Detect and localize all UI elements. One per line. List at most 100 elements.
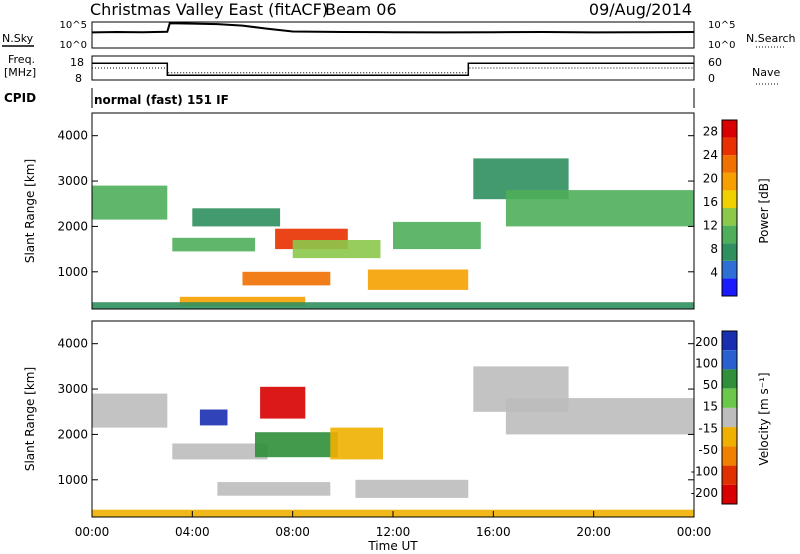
velocity-ytick-label: 2000 (57, 427, 88, 441)
velocity-colorbar-swatch (722, 446, 737, 466)
station-title: Christmas Valley East (fitACF) (90, 0, 328, 19)
velocity-colorbar-swatch (722, 350, 737, 370)
velocity-ylabel: Slant Range [km] (23, 367, 37, 471)
power-echo-region (92, 302, 694, 309)
power-colorbar-label: Power [dB] (757, 178, 771, 243)
power-ylabel: Slant Range [km] (23, 159, 37, 263)
velocity-echo-region (92, 393, 168, 428)
xtick-label: 04:00 (175, 525, 210, 539)
nave-series-line (92, 67, 694, 74)
power-echo-region (172, 237, 256, 252)
x-axis-label: Time UT (367, 539, 418, 553)
power-colorbar-swatch (722, 225, 737, 244)
xtick-label: 20:00 (576, 525, 611, 539)
velocity-ytick-label: 1000 (57, 473, 88, 487)
xtick-label: 08:00 (275, 525, 310, 539)
power-colorbar-swatch (722, 260, 737, 279)
velocity-colorbar-tick: -100 (691, 465, 718, 479)
velocity-colorbar-tick: -15 (698, 421, 718, 435)
freq-panel: Freq. [MHz] 18 8 60 0 Nave (4, 53, 780, 85)
power-colorbar-tick: 4 (710, 266, 718, 280)
nsky-series-line (91, 22, 695, 34)
noise-panel: N.Sky 10^5 10^0 10^5 10^0 N.Search (2, 20, 796, 51)
xtick-label: 16:00 (476, 525, 511, 539)
power-colorbar-frame (721, 119, 738, 297)
velocity-echo-region (330, 427, 383, 460)
power-colorbar-swatch (722, 243, 737, 261)
power-colorbar-swatch (722, 208, 737, 226)
power-colorbar-swatch (722, 120, 737, 138)
velocity-colorbar-tick: 15 (703, 400, 718, 414)
power-colorbar-swatch (722, 278, 737, 296)
velocity-colorbar-swatch (722, 427, 737, 447)
nsearch-label: N.Search (746, 32, 796, 45)
power-colorbar-swatch (722, 190, 737, 208)
velocity-colorbar-tick: 100 (695, 356, 718, 370)
nave-label: Nave (752, 66, 780, 79)
freq-panel-frame (91, 55, 695, 81)
power-ytick-label: 1000 (57, 265, 88, 279)
beam-label: Beam 06 (325, 0, 397, 19)
power-echo-region (292, 240, 381, 259)
velocity-echo-region (172, 443, 268, 460)
xtick-label: 00:00 (677, 525, 712, 539)
velocity-ytick-label: 3000 (57, 382, 88, 396)
velocity-colorbar-swatch (722, 388, 737, 408)
freq-right-tick-bottom: 0 (708, 72, 715, 85)
velocity-colorbar-tick: -50 (698, 443, 718, 457)
freq-left-tick-bottom: 8 (75, 72, 82, 85)
velocity-echo-region (505, 398, 694, 435)
power-echo-region (179, 296, 306, 306)
date-label: 09/Aug/2014 (589, 0, 692, 19)
power-echo-region (393, 221, 481, 250)
velocity-panel: 1000 2000 3000 4000 00:00 04:00 08:00 12:00 16:… (23, 320, 771, 553)
power-colorbar-swatch (722, 155, 737, 173)
noise-left-tick-top: 10^5 (60, 20, 87, 31)
noise-right-tick-top: 10^5 (708, 20, 735, 31)
power-ytick-label: 3000 (57, 174, 88, 188)
power-panel: 1000 2000 3000 4000 Slant Range [km] 4 8 12 16… (23, 112, 771, 310)
velocity-colorbar-tick: -200 (691, 486, 718, 500)
power-echo-region (92, 185, 168, 220)
cpid-label: CPID (4, 91, 36, 105)
freq-label-line2: [MHz] (4, 66, 36, 79)
power-colorbar-swatch (722, 172, 737, 191)
velocity-colorbar-frame (721, 330, 738, 505)
power-colorbar-tick: 12 (703, 219, 718, 233)
velocity-colorbar-swatch (722, 484, 737, 504)
power-colorbar-tick: 16 (703, 195, 718, 209)
power-echo-region (505, 190, 694, 227)
velocity-echo-region (217, 482, 331, 496)
velocity-echo-region (355, 479, 469, 498)
velocity-echo-region (260, 386, 306, 419)
power-ytick-label: 4000 (57, 129, 88, 143)
noise-panel-frame (91, 21, 695, 49)
freq-right-tick-top: 60 (708, 56, 722, 69)
power-colorbar-tick: 28 (703, 125, 718, 139)
power-colorbar-tick: 8 (710, 242, 718, 256)
power-echo-region (367, 269, 469, 290)
xtick-label: 00:00 (75, 525, 110, 539)
velocity-colorbar-tick: 50 (703, 378, 718, 392)
freq-left-tick-top: 18 (70, 56, 84, 69)
velocity-ytick-label: 4000 (57, 337, 88, 351)
velocity-colorbar-swatch (722, 331, 737, 351)
cpid-value: normal (fast) 151 IF (94, 93, 229, 107)
velocity-echo-region (255, 432, 338, 458)
freq-label-line1: Freq. (8, 53, 35, 66)
velocity-colorbar-swatch (722, 407, 737, 428)
power-echo-region (242, 271, 331, 286)
velocity-colorbar-tick: 200 (695, 335, 718, 349)
power-ytick-label: 2000 (57, 219, 88, 233)
power-colorbar-tick: 20 (703, 172, 718, 186)
power-panel-frame (91, 112, 695, 310)
freq-series-line (92, 62, 694, 76)
noise-right-tick-bottom: 10^0 (708, 40, 735, 51)
velocity-colorbar-swatch (722, 369, 737, 389)
velocity-echo-region (199, 409, 228, 426)
velocity-colorbar-swatch (722, 465, 737, 485)
velocity-colorbar-label: Velocity [m s⁻¹] (757, 372, 771, 465)
nsky-label: N.Sky (2, 32, 34, 45)
power-colorbar-swatch (722, 137, 737, 156)
